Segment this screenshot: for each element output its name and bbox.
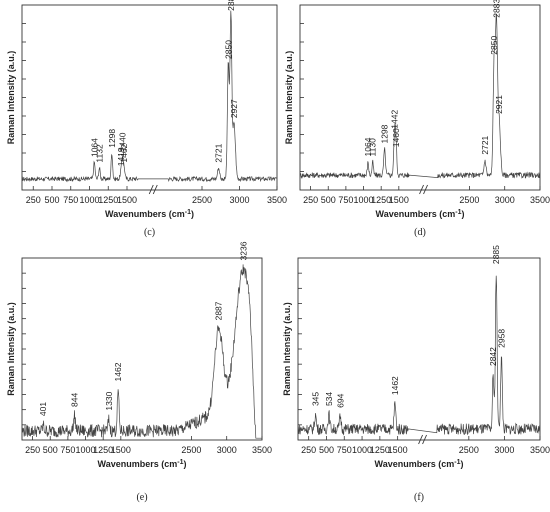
x-tick-label: 1250	[370, 445, 390, 455]
axis-break-mark	[148, 184, 154, 195]
peak-label: 2721	[480, 135, 490, 154]
x-tick-label: 1500	[117, 195, 137, 205]
y-axis-label: Raman Intensity (a.u.)	[284, 51, 294, 145]
x-axis-label: Wavenumbers (cm-1)	[105, 209, 194, 220]
peak-label: 1064	[89, 138, 99, 157]
y-axis-label: Raman Intensity (a.u.)	[6, 302, 16, 396]
axis-break-mark	[152, 184, 158, 195]
x-axis-label: Wavenumbers (cm-1)	[376, 209, 465, 220]
peak-label: 2850	[223, 40, 233, 59]
panel-caption: (c)	[144, 227, 155, 238]
peak-label: 401	[38, 402, 48, 416]
spectrum-line	[21, 264, 262, 439]
x-tick-label: 3000	[217, 445, 237, 455]
x-tick-label: 3500	[252, 445, 272, 455]
x-tick-label: 250	[303, 195, 318, 205]
peak-label: 1462	[119, 143, 129, 162]
x-tick-label: 250	[26, 195, 41, 205]
peak-label: 2887	[214, 301, 224, 320]
x-tick-label: 2500	[181, 445, 201, 455]
x-tick-label: 3000	[495, 195, 515, 205]
axis-break-mark	[423, 184, 428, 195]
x-tick-label: 2500	[459, 445, 479, 455]
x-tick-label: 1000	[352, 445, 372, 455]
peak-label: 1460	[391, 128, 401, 147]
x-tick-label: 750	[337, 445, 352, 455]
y-axis-label: Raman Intensity (a.u.)	[282, 302, 292, 396]
peak-label: 694	[335, 393, 345, 407]
x-tick-label: 750	[63, 195, 78, 205]
spectrum-line	[21, 10, 277, 183]
peak-label: 3236	[238, 241, 248, 260]
x-tick-label: 1500	[388, 445, 408, 455]
peak-label: 2842	[488, 347, 498, 366]
x-tick-label: 3500	[530, 445, 550, 455]
peak-label: 2885	[491, 245, 501, 264]
x-tick-label: 3500	[267, 195, 287, 205]
x-tick-label: 1500	[389, 195, 409, 205]
x-tick-label: 1500	[111, 445, 131, 455]
peak-label: 1440	[118, 132, 128, 151]
x-axis-label: Wavenumbers (cm-1)	[98, 459, 187, 470]
x-tick-label: 1250	[98, 195, 118, 205]
x-tick-label: 750	[338, 195, 353, 205]
x-tick-label: 3000	[229, 195, 249, 205]
x-tick-label: 250	[301, 445, 316, 455]
peak-label: 345	[310, 392, 320, 406]
x-tick-label: 1000	[76, 445, 96, 455]
axis-break-mark	[422, 434, 427, 445]
peak-label: 1132	[94, 144, 104, 163]
peak-label: 1298	[380, 124, 390, 143]
x-tick-label: 1000	[354, 195, 374, 205]
peak-label: 2883	[491, 0, 501, 18]
x-tick-label: 3500	[530, 195, 550, 205]
x-tick-label: 500	[44, 195, 59, 205]
peak-label: 2927	[229, 99, 239, 118]
peak-label: 1064	[363, 137, 373, 156]
x-axis-label: Wavenumbers (cm-1)	[375, 459, 464, 470]
peak-label: 1298	[107, 129, 117, 148]
x-tick-label: 2500	[192, 195, 212, 205]
peak-label: 2850	[489, 36, 499, 55]
x-tick-label: 750	[60, 445, 75, 455]
peak-label: 1442	[390, 110, 400, 129]
peak-label: 534	[324, 392, 334, 406]
x-tick-label: 3000	[494, 445, 514, 455]
peak-label: 1330	[104, 391, 114, 410]
x-tick-label: 250	[25, 445, 40, 455]
panel-caption: (e)	[136, 492, 147, 503]
plot-frame	[297, 257, 541, 441]
x-tick-label: 2500	[459, 195, 479, 205]
axis-break-mark	[419, 184, 424, 195]
x-tick-label: 500	[319, 445, 334, 455]
peak-label: 2721	[214, 143, 224, 162]
peak-label: 844	[70, 393, 80, 407]
x-tick-label: 1000	[79, 195, 99, 205]
x-tick-label: 1250	[93, 445, 113, 455]
panel-caption: (d)	[414, 227, 426, 238]
peak-label: 2921	[494, 95, 504, 114]
x-tick-label: 1250	[371, 195, 391, 205]
panel-caption: (f)	[414, 492, 424, 503]
spectrum-line	[297, 275, 541, 436]
peak-label: 1462	[390, 376, 400, 395]
spectrum-line	[299, 13, 541, 179]
peak-label: 2958	[496, 329, 506, 348]
peak-label: 1130	[368, 138, 378, 157]
peak-label: 2885	[226, 0, 236, 11]
peak-label: 1462	[113, 362, 123, 381]
x-tick-label: 500	[43, 445, 58, 455]
y-axis-label: Raman Intensity (a.u.)	[6, 51, 16, 145]
plot-frame	[21, 257, 263, 441]
axis-break-mark	[418, 434, 423, 445]
peak-label: 1419	[116, 147, 126, 166]
plot-frame	[21, 4, 278, 191]
x-tick-label: 500	[321, 195, 336, 205]
